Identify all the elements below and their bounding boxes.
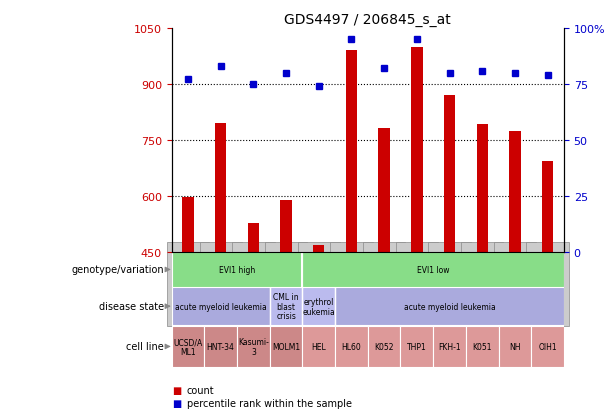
Text: EVI1 high: EVI1 high xyxy=(219,265,255,274)
Bar xyxy=(466,326,498,367)
Bar xyxy=(313,246,324,252)
Text: cell line: cell line xyxy=(126,342,164,351)
Text: percentile rank within the sample: percentile rank within the sample xyxy=(187,398,352,408)
Bar xyxy=(498,326,531,367)
Title: GDS4497 / 206845_s_at: GDS4497 / 206845_s_at xyxy=(284,12,451,26)
Bar xyxy=(172,287,270,325)
Text: FKH-1: FKH-1 xyxy=(438,342,461,351)
Bar xyxy=(204,326,237,367)
Text: THP1: THP1 xyxy=(407,342,427,351)
Text: ■: ■ xyxy=(172,385,181,395)
Text: disease state: disease state xyxy=(99,301,164,311)
Text: K052: K052 xyxy=(375,342,394,351)
Bar xyxy=(270,287,302,325)
Text: genotype/variation: genotype/variation xyxy=(71,265,164,275)
Text: ■: ■ xyxy=(172,398,181,408)
Bar xyxy=(335,326,368,367)
Text: HL60: HL60 xyxy=(341,342,361,351)
Bar xyxy=(215,124,226,252)
Bar xyxy=(509,132,520,252)
Bar xyxy=(172,253,302,287)
Text: OIH1: OIH1 xyxy=(538,342,557,351)
Bar xyxy=(346,51,357,252)
Bar xyxy=(476,125,488,252)
Bar xyxy=(378,128,390,252)
Text: HEL: HEL xyxy=(311,342,326,351)
Bar xyxy=(542,162,554,252)
Text: erythrol
eukemia: erythrol eukemia xyxy=(302,297,335,316)
Text: count: count xyxy=(187,385,215,395)
Text: acute myeloid leukemia: acute myeloid leukemia xyxy=(175,302,267,311)
Bar xyxy=(172,326,204,367)
Bar xyxy=(248,223,259,252)
Text: EVI1 low: EVI1 low xyxy=(417,265,449,274)
Bar xyxy=(270,326,302,367)
Text: acute myeloid leukemia: acute myeloid leukemia xyxy=(403,302,495,311)
Bar xyxy=(335,287,564,325)
Text: K051: K051 xyxy=(473,342,492,351)
Text: CML in
blast
crisis: CML in blast crisis xyxy=(273,292,299,320)
Text: MOLM1: MOLM1 xyxy=(272,342,300,351)
Bar xyxy=(237,326,270,367)
Bar xyxy=(302,287,335,325)
Bar xyxy=(302,326,335,367)
Bar xyxy=(400,326,433,367)
Text: NH: NH xyxy=(509,342,520,351)
Bar xyxy=(444,96,455,252)
Bar xyxy=(433,326,466,367)
Bar xyxy=(368,326,400,367)
Bar xyxy=(302,253,564,287)
Bar xyxy=(411,47,422,252)
Bar xyxy=(531,326,564,367)
Bar xyxy=(280,201,292,252)
Text: UCSD/A
ML1: UCSD/A ML1 xyxy=(173,337,203,356)
Bar xyxy=(182,197,194,252)
Text: HNT-34: HNT-34 xyxy=(207,342,235,351)
Text: Kasumi-
3: Kasumi- 3 xyxy=(238,337,269,356)
